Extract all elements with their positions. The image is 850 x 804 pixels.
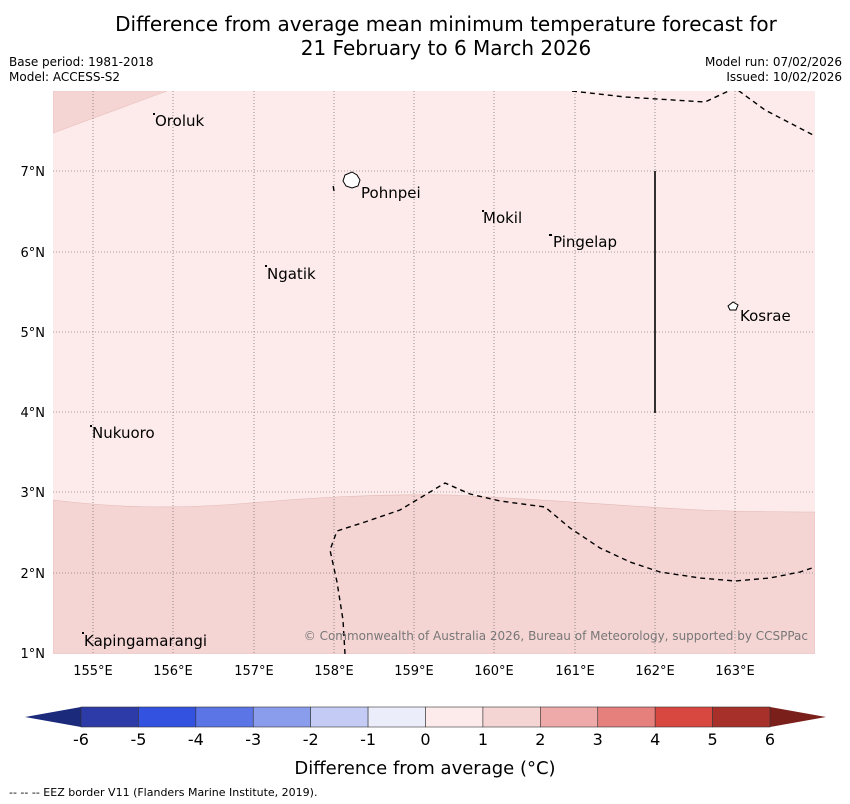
lat-label: 2°N	[21, 567, 46, 582]
title-line-1: Difference from average mean minimum tem…	[115, 12, 777, 36]
islands	[342, 171, 739, 311]
eez-border-south	[329, 482, 815, 654]
colorbar-tick-label: 3	[593, 730, 603, 749]
label-kapingamarangi: Kapingamarangi	[84, 632, 207, 650]
colorbar-tick-label: 2	[535, 730, 545, 749]
lat-label: 6°N	[21, 246, 46, 261]
colorbar-segment	[482, 706, 541, 728]
kapingamarangi-atoll-icon	[82, 632, 84, 634]
colorbar: -6 -5 -4 -3 -2 -1 0 1 2 3 4 5 6 Difference from aver…	[25, 706, 826, 779]
colorbar-segment	[540, 706, 599, 728]
lon-label: 161°E	[555, 664, 595, 679]
label-nukuoro: Nukuoro	[92, 424, 155, 442]
lon-label: 155°E	[73, 664, 113, 679]
colorbar-segments	[80, 706, 771, 728]
colorbar-ticks: -6 -5 -4 -3 -2 -1 0 1 2 3 4 5 6	[73, 730, 775, 749]
label-pingelap: Pingelap	[553, 233, 617, 251]
colorbar-segment	[80, 706, 139, 728]
colorbar-tick-label: 4	[650, 730, 660, 749]
colorbar-segment	[195, 706, 254, 728]
meta-right: Model run: 07/02/2026 Issued: 10/02/2026	[705, 55, 842, 85]
model-name: Model: ACCESS-S2	[9, 70, 121, 84]
colorbar-segment	[367, 706, 426, 728]
map-panel: Oroluk Pohnpei Mokil Pingelap Ngatik Kos…	[53, 91, 815, 654]
colorbar-tick-label: 1	[478, 730, 488, 749]
colorbar-tick-label: -1	[360, 730, 376, 749]
label-oroluk: Oroluk	[155, 112, 204, 130]
lon-axis: 155°E 156°E 157°E 158°E 159°E 160°E 161°…	[73, 664, 755, 679]
colorbar-segment	[138, 706, 197, 728]
lon-label: 158°E	[314, 664, 354, 679]
colorbar-segment	[597, 706, 656, 728]
meta-left: Base period: 1981-2018 Model: ACCESS-S2	[9, 55, 154, 85]
colorbar-segment	[310, 706, 369, 728]
lon-label: 159°E	[394, 664, 434, 679]
lat-label: 3°N	[21, 486, 46, 501]
colorbar-overflow	[770, 707, 826, 727]
colorbar-tick-label: -6	[73, 730, 89, 749]
issued-date: Issued: 10/02/2026	[726, 70, 842, 84]
mokil-atoll-icon	[482, 210, 484, 212]
label-mokil: Mokil	[483, 209, 522, 227]
colorbar-tick-label: -3	[245, 730, 261, 749]
eez-fragment-pohnpei	[332, 184, 335, 192]
lat-label: 1°N	[21, 647, 46, 662]
lat-label: 4°N	[21, 406, 46, 421]
ngatik-atoll-icon	[265, 265, 267, 267]
label-ngatik: Ngatik	[267, 265, 316, 283]
lon-label: 163°E	[715, 664, 755, 679]
copyright-notice: © Commonwealth of Australia 2026, Bureau…	[304, 629, 808, 643]
lon-label: 156°E	[153, 664, 193, 679]
colorbar-tick-label: -4	[188, 730, 204, 749]
colorbar-tick-label: -5	[130, 730, 146, 749]
eez-note: -- -- -- EEZ border V11 (Flanders Marine…	[9, 786, 318, 799]
lat-label: 5°N	[21, 326, 46, 341]
colorbar-title: Difference from average (°C)	[294, 758, 555, 779]
colorbar-segment	[712, 706, 771, 728]
anomaly-region-1-2-northwest	[53, 91, 168, 134]
title-line-2: 21 February to 6 March 2026	[300, 36, 592, 60]
pohnpei-island-icon	[342, 171, 361, 189]
lon-label: 160°E	[474, 664, 514, 679]
colorbar-underflow	[25, 707, 81, 727]
base-period: Base period: 1981-2018	[9, 55, 154, 69]
model-run: Model run: 07/02/2026	[704, 55, 842, 69]
colorbar-segment	[252, 706, 311, 728]
colorbar-segment	[654, 706, 713, 728]
chart-title: Difference from average mean minimum tem…	[40, 12, 850, 60]
colorbar-tick-label: 5	[707, 730, 717, 749]
nukuoro-atoll-icon	[90, 425, 92, 427]
lat-label: 7°N	[21, 165, 46, 180]
lat-axis: 7°N 6°N 5°N 4°N 3°N 2°N 1°N	[21, 165, 46, 662]
lon-label: 157°E	[234, 664, 274, 679]
lon-label: 162°E	[635, 664, 675, 679]
colorbar-segment	[425, 706, 484, 728]
eez-borders	[329, 91, 815, 654]
kosrae-island-icon	[727, 301, 739, 311]
label-kosrae: Kosrae	[740, 307, 791, 325]
anomaly-region-1-2-south	[53, 494, 815, 654]
colorbar-tick-label: 0	[420, 730, 430, 749]
oroluk-atoll-icon	[153, 113, 155, 115]
colorbar-tick-label: 6	[765, 730, 775, 749]
colorbar-tick-label: -2	[303, 730, 319, 749]
pingelap-atoll-icon	[549, 234, 552, 236]
atolls	[82, 113, 552, 634]
label-pohnpei: Pohnpei	[361, 184, 421, 202]
